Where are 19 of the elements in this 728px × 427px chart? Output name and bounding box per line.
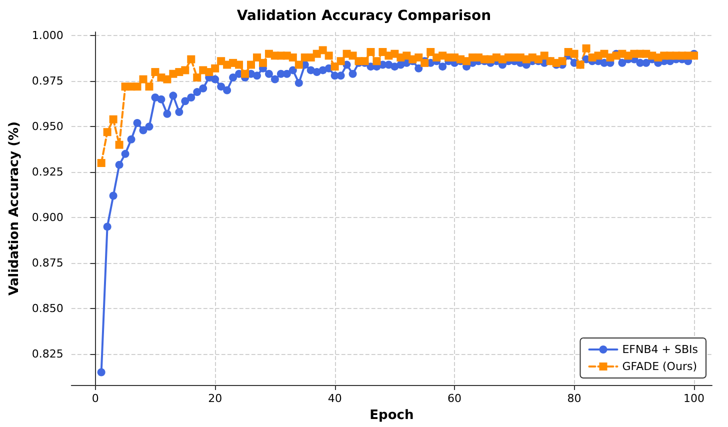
y-axis-title: Validation Accuracy (%) (7, 121, 22, 296)
x-tick-label: 100 (684, 392, 705, 405)
x-tick-label: 0 (92, 392, 99, 405)
y-tick-label: 0.900 (32, 211, 64, 224)
y-tick-label: 0.825 (32, 348, 64, 361)
legend-label: GFADE (Ours) (622, 360, 697, 373)
chart-title: Validation Accuracy Comparison (236, 8, 492, 24)
y-tick-label: 0.850 (32, 302, 64, 316)
x-tick-label: 80 (567, 392, 582, 405)
y-tick-label: 0.925 (32, 166, 64, 179)
y-tick-label: 0.875 (32, 256, 64, 270)
x-axis-title: Epoch (370, 408, 414, 423)
x-tick-label: 60 (448, 392, 462, 405)
x-tick-label: 40 (328, 392, 342, 405)
y-tick-label: 1.000 (32, 29, 64, 42)
x-tick-label: 20 (208, 392, 222, 405)
y-tick-label: 0.975 (32, 74, 64, 88)
legend-label: EFNB4 + SBIs (622, 343, 698, 356)
y-tick-label: 0.950 (32, 120, 64, 134)
